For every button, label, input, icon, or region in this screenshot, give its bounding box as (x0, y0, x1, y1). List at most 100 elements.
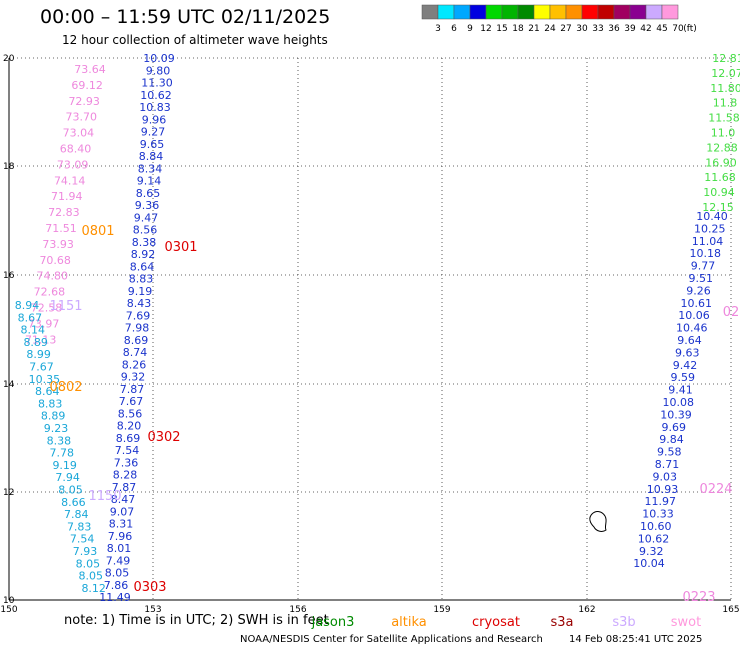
swh-value: 8.84 (139, 150, 164, 163)
swh-value: 71.94 (51, 190, 83, 203)
map-subtitle: 12 hour collection of altimeter wave hei… (62, 33, 328, 47)
swh-value: 9.47 (134, 211, 159, 224)
pass-label: 0801 (81, 224, 114, 239)
swh-value: 8.34 (138, 162, 163, 175)
swh-value: 8.05 (105, 567, 130, 580)
swh-value: 72.83 (48, 206, 80, 219)
swh-value: 8.74 (123, 346, 148, 359)
swh-value: 7.87 (112, 481, 137, 494)
lat-tick-label: 14 (3, 380, 15, 390)
pass-label: 0301 (164, 240, 197, 255)
legend-label-36: 36 (608, 24, 620, 34)
swh-value: 73.09 (57, 158, 89, 171)
swh-value: 8.01 (107, 542, 132, 555)
legend-label-33: 33 (592, 24, 603, 34)
swh-value: 9.64 (677, 334, 702, 347)
legend-swatch-70 (661, 4, 679, 20)
legend-label-27: 27 (560, 24, 571, 34)
island-outline (589, 511, 607, 532)
pass-label: 0302 (147, 430, 180, 445)
swh-value: 10.35 (29, 373, 61, 386)
swh-value: 10.46 (676, 322, 708, 335)
swh-value: 10.39 (660, 408, 692, 421)
swh-value: 8.05 (58, 484, 83, 497)
pass-label: 1151 (49, 299, 82, 314)
swh-value: 9.26 (686, 284, 711, 297)
swh-value: 10.83 (139, 101, 171, 114)
swh-value: 12.81 (712, 52, 740, 65)
track-cyan-left: 8.948.678.148.898.997.6710.358.648.838.8… (15, 299, 106, 595)
legend-label-24: 24 (544, 24, 556, 34)
swh-value: 10.62 (140, 89, 172, 102)
pass-label: 0224 (699, 482, 732, 497)
swh-value: 74.14 (54, 174, 86, 187)
swh-value: 12.88 (706, 141, 738, 154)
lat-tick-label: 16 (3, 271, 15, 281)
swh-value: 9.03 (653, 470, 678, 483)
swh-value: 7.96 (108, 530, 133, 543)
swh-value: 8.47 (111, 493, 136, 506)
swh-value: 8.71 (655, 458, 680, 471)
swh-value: 73.04 (63, 127, 95, 140)
lon-tick-label: 159 (433, 605, 450, 615)
swh-value: 7.78 (50, 447, 75, 460)
swh-value: 8.66 (61, 496, 86, 509)
lat-tick-label: 12 (3, 488, 14, 498)
swh-value: 8.94 (15, 299, 40, 312)
swh-value: 8.83 (38, 397, 63, 410)
swh-value: 8.38 (132, 236, 157, 249)
swh-value: 72.58 (31, 302, 63, 315)
swh-value: 8.69 (116, 432, 141, 445)
swh-value: 73.70 (66, 111, 98, 124)
swh-value: 9.36 (135, 199, 160, 212)
map-title: 00:00 – 11:59 UTC 02/11/2025 (40, 6, 331, 28)
swh-value: 9.58 (657, 446, 682, 459)
swh-value: 7.69 (126, 309, 151, 322)
swh-value: 9.84 (659, 433, 684, 446)
track-blue-right: 10.4010.2511.0410.189.779.519.2610.6110.… (633, 210, 728, 570)
swh-value: 73.93 (42, 238, 74, 251)
timestamp: 14 Feb 08:25:41 UTC 2025 (569, 634, 703, 645)
swh-value: 9.80 (146, 64, 171, 77)
swh-value: 7.54 (115, 444, 140, 457)
swh-value: 7.67 (119, 395, 144, 408)
swh-value: 10.06 (678, 309, 710, 322)
footer-note: note: 1) Time is in UTC; 2) SWH is in fe… (64, 613, 329, 628)
legend-label-70: 70 (672, 24, 684, 34)
swh-value: 9.63 (675, 346, 700, 359)
swh-value: 11.68 (704, 171, 736, 184)
swh-value: 73.97 (28, 317, 60, 330)
swh-value: 8.64 (130, 260, 155, 273)
swh-value: 8.05 (79, 570, 104, 583)
swh-value: 9.19 (128, 285, 153, 298)
axis-labels: 150 153 156 159 162 165 20 18 16 14 12 10 (0, 54, 739, 615)
swh-value: 7.54 (70, 533, 95, 546)
legend-label-9: 9 (467, 24, 473, 34)
lon-tick-label: 153 (144, 605, 161, 615)
swh-value: 7.94 (55, 471, 80, 484)
legend-label-30: 30 (576, 24, 588, 34)
legend-label-12: 12 (480, 24, 491, 34)
swh-value: 11.49 (99, 591, 131, 604)
swh-value: 8.12 (81, 582, 106, 595)
swh-value: 9.23 (44, 422, 69, 435)
swh-value: 8.99 (26, 348, 51, 361)
swh-value: 11.8 (713, 97, 738, 110)
swh-value: 8.56 (118, 407, 143, 420)
lat-tick-label: 18 (3, 162, 15, 172)
swh-value: 7.98 (125, 322, 150, 335)
swh-value: 8.26 (122, 358, 147, 371)
credit-text: NOAA/NESDIS Center for Satellite Applica… (240, 634, 543, 645)
swh-value: 9.51 (689, 272, 714, 285)
legend-label-45: 45 (656, 24, 667, 34)
legend-label-21: 21 (528, 24, 539, 34)
swh-value: 7.83 (67, 520, 92, 533)
swh-value: 7.67 (29, 361, 54, 374)
swh-value: 8.92 (131, 248, 156, 261)
swh-value: 7.87 (120, 383, 145, 396)
swh-value: 10.25 (694, 222, 726, 235)
lon-tick-label: 150 (0, 605, 17, 615)
legend-label-3: 3 (435, 24, 441, 34)
track-green-right: 12.81 12.07 11.80 11.8 11.58 11.012.88 16.90 11… (702, 52, 740, 214)
swh-value: 8.14 (21, 324, 46, 337)
